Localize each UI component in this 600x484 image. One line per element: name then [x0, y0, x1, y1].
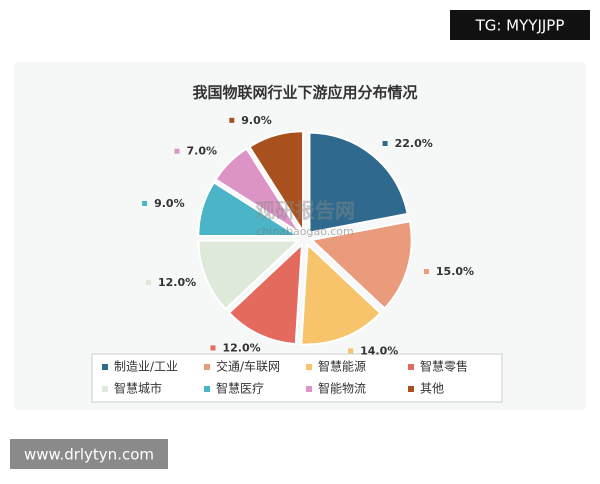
legend-label: 制造业/工业: [114, 360, 178, 374]
chart-title: 我国物联网行业下游应用分布情况: [192, 84, 417, 102]
data-label: 14.0%: [360, 344, 398, 357]
pie-slice: [300, 242, 382, 346]
pie-slice: [197, 181, 302, 238]
data-label: 22.0%: [395, 137, 433, 150]
pie-slice: [214, 147, 301, 234]
label-marker: [145, 279, 151, 285]
label-marker: [348, 348, 354, 354]
label-marker: [229, 117, 235, 123]
pie-slice: [248, 130, 305, 235]
label-marker: [423, 269, 429, 275]
tag-text: TG: MYYJJPP: [475, 17, 565, 35]
legend-label: 智慧零售: [420, 359, 468, 374]
data-label: 7.0%: [186, 145, 217, 158]
pie-slice: [309, 220, 413, 310]
label-marker: [174, 148, 180, 154]
pie-slice: [227, 241, 304, 346]
legend-label: 智慧能源: [318, 359, 366, 374]
data-label: 12.0%: [158, 276, 196, 289]
legend-box: [91, 353, 503, 403]
legend-label: 其他: [420, 382, 444, 396]
legend-label: 智能物流: [318, 381, 366, 396]
tag-box: [450, 10, 590, 40]
legend-swatch: [408, 364, 414, 370]
url-text: www.drlytyn.com: [24, 446, 154, 464]
legend-swatch: [102, 364, 108, 370]
data-label: 9.0%: [154, 197, 185, 210]
legend-label: 智慧医疗: [216, 381, 264, 396]
legend-swatch: [204, 364, 210, 370]
legend-swatch: [306, 364, 312, 370]
label-marker: [210, 345, 216, 351]
legend-swatch: [102, 386, 108, 392]
pie-slice: [308, 131, 409, 234]
label-marker: [382, 140, 388, 146]
legend-swatch: [408, 386, 414, 392]
watermark: 观研报告网: [255, 199, 355, 223]
legend-label: 交通/车联网: [216, 359, 280, 374]
data-label: 9.0%: [241, 114, 272, 127]
legend-swatch: [306, 386, 312, 392]
url-box: [10, 439, 168, 469]
label-marker: [142, 200, 148, 206]
data-label: 15.0%: [436, 265, 474, 278]
data-label: 12.0%: [223, 341, 261, 354]
legend-swatch: [204, 386, 210, 392]
legend-label: 智慧城市: [114, 381, 162, 396]
pie-slice: [197, 239, 302, 311]
watermark: chinabaogao.com: [256, 225, 354, 238]
